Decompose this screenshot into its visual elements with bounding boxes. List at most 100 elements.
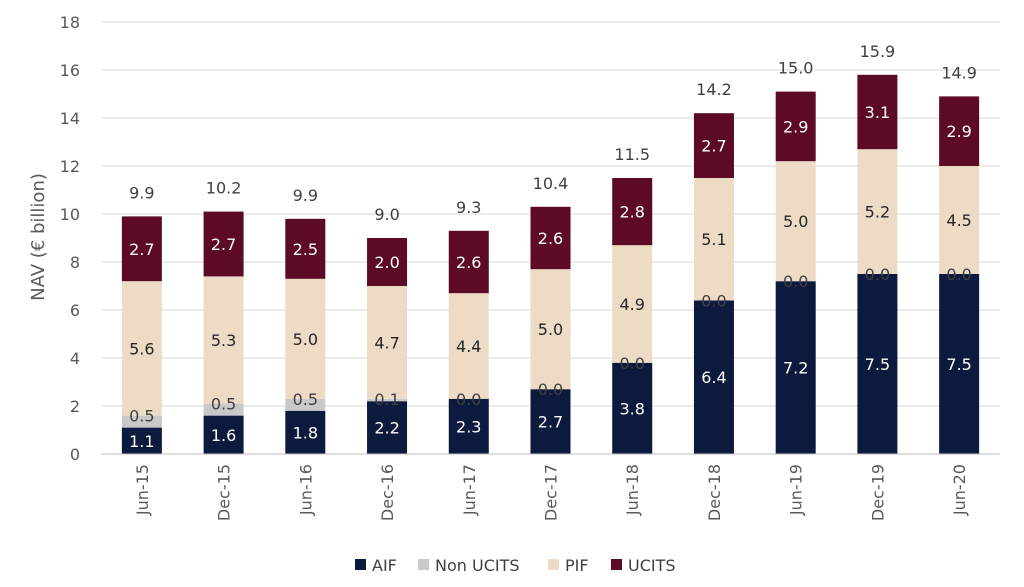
data-label-non-ucits: 0.5: [293, 390, 318, 409]
data-label-aif: 7.5: [865, 355, 890, 374]
y-tick-label: 18: [60, 13, 80, 32]
legend-label-ucits: UCITS: [628, 556, 676, 575]
bar-pif-jun-16: [285, 278, 326, 399]
data-label-aif: 2.2: [374, 419, 399, 438]
total-label: 15.9: [860, 42, 896, 61]
data-label-pif: 4.5: [946, 211, 971, 230]
bar-non-ucits-dec-16: [367, 398, 408, 402]
total-label: 10.4: [533, 174, 569, 193]
total-label: 9.9: [129, 183, 154, 202]
data-label-ucits: 2.0: [374, 253, 399, 272]
legend-swatch-non-ucits: [418, 559, 429, 570]
total-label: 9.0: [374, 205, 399, 224]
bar-non-ucits-dec-15: [203, 403, 244, 416]
bar-ucits-jun-19: [775, 91, 816, 162]
legend-label-non-ucits: Non UCITS: [435, 556, 520, 575]
bar-non-ucits-jun-15: [121, 415, 162, 428]
y-axis: 0 2 4 6 8 10 12 14 16 18: [60, 13, 80, 464]
y-axis-title: NAV (€ billion): [28, 173, 49, 301]
y-tick-label: 16: [60, 61, 80, 80]
data-label-ucits: 2.7: [701, 137, 726, 156]
segment-labels: 1.1 0.5 5.6 2.7 1.6 0.5 5.3 2.7 1.8 0.5 5.0 2.5 2.2 0…: [129, 103, 972, 451]
total-labels: 9.9 10.2 9.9 9.0 9.3 10.4 11.5 14.2 15.0 15.9 14.9: [129, 42, 977, 224]
total-label: 14.9: [941, 63, 977, 82]
x-tick-label: Jun-17: [460, 464, 479, 516]
data-label-pif: 4.9: [620, 295, 645, 314]
data-label-non-ucits: 0.0: [456, 390, 481, 409]
data-label-non-ucits: 0.0: [946, 265, 971, 284]
data-label-ucits: 2.7: [129, 240, 154, 259]
bar-ucits-jun-20: [939, 96, 980, 166]
total-label: 11.5: [614, 145, 650, 164]
data-label-pif: 4.7: [374, 333, 399, 352]
data-label-pif: 5.2: [865, 203, 890, 222]
bar-ucits-jun-17: [448, 230, 489, 294]
bar-aif-jun-19: [775, 281, 816, 454]
bar-aif-dec-18: [693, 300, 734, 454]
x-tick-label: Jun-18: [623, 464, 642, 516]
bar-pif-dec-17: [530, 269, 571, 390]
bar-pif-dec-16: [367, 286, 408, 399]
data-label-non-ucits: 0.0: [538, 380, 563, 399]
bar-aif-dec-16: [367, 401, 408, 454]
data-label-pif: 5.6: [129, 339, 154, 358]
data-label-ucits: 2.9: [946, 122, 971, 141]
y-tick-label: 0: [70, 445, 80, 464]
legend: AIF Non UCITS PIF UCITS: [355, 556, 676, 575]
data-label-ucits: 2.8: [620, 203, 645, 222]
data-label-ucits: 3.1: [865, 103, 890, 122]
bar-pif-jun-15: [121, 281, 162, 416]
x-axis: Jun-15 Dec-15 Jun-16 Dec-16 Jun-17 Dec-17 Jun-…: [101, 453, 1000, 521]
total-label: 10.2: [206, 179, 242, 198]
bar-ucits-dec-16: [367, 238, 408, 286]
y-tick-label: 12: [60, 157, 80, 176]
bar-ucits-dec-19: [857, 74, 898, 150]
bar-aif-jun-17: [448, 398, 489, 454]
bar-ucits-dec-18: [693, 113, 734, 178]
bar-aif-dec-19: [857, 274, 898, 454]
data-label-ucits: 2.6: [456, 253, 481, 272]
data-label-ucits: 2.5: [293, 240, 318, 259]
x-tick-label: Dec-15: [215, 464, 234, 521]
legend-swatch-pif: [548, 559, 559, 570]
y-tick-label: 4: [70, 349, 80, 368]
total-label: 14.2: [696, 80, 732, 99]
legend-label-pif: PIF: [565, 556, 589, 575]
x-tick-label: Dec-17: [542, 464, 561, 521]
y-tick-label: 8: [70, 253, 80, 272]
y-tick-label: 6: [70, 301, 80, 320]
data-label-pif: 5.1: [701, 230, 726, 249]
data-label-non-ucits: 0.5: [129, 407, 154, 426]
data-label-aif: 2.3: [456, 417, 481, 436]
bar-pif-dec-19: [857, 149, 898, 274]
bar-aif-dec-17: [530, 389, 571, 454]
bar-ucits-dec-17: [530, 206, 571, 270]
data-label-ucits: 2.9: [783, 117, 808, 136]
data-label-pif: 5.0: [293, 330, 318, 349]
bar-aif-jun-15: [121, 427, 162, 454]
x-tick-label: Dec-18: [705, 464, 724, 521]
legend-label-aif: AIF: [372, 556, 397, 575]
data-label-aif: 3.8: [620, 399, 645, 418]
data-label-aif: 7.2: [783, 359, 808, 378]
x-tick-label: Jun-15: [133, 464, 152, 516]
total-label: 9.9: [293, 186, 318, 205]
y-tick-label: 2: [70, 397, 80, 416]
bar-aif-jun-16: [285, 410, 326, 454]
data-label-non-ucits: 0.0: [783, 272, 808, 291]
bar-non-ucits-jun-16: [285, 398, 326, 411]
legend-swatch-aif: [355, 559, 366, 570]
x-tick-label: Dec-16: [378, 464, 397, 521]
x-tick-label: Dec-19: [868, 464, 887, 521]
data-label-aif: 2.7: [538, 413, 563, 432]
bar-pif-jun-18: [612, 245, 653, 363]
bar-aif-jun-20: [939, 274, 980, 454]
bar-aif-jun-18: [612, 362, 653, 454]
data-label-non-ucits: 0.5: [211, 395, 236, 414]
y-tick-label: 10: [60, 205, 80, 224]
bars: [121, 74, 980, 454]
data-label-non-ucits: 0.0: [865, 265, 890, 284]
bar-pif-jun-20: [939, 166, 980, 274]
data-label-non-ucits: 0.1: [374, 390, 399, 409]
